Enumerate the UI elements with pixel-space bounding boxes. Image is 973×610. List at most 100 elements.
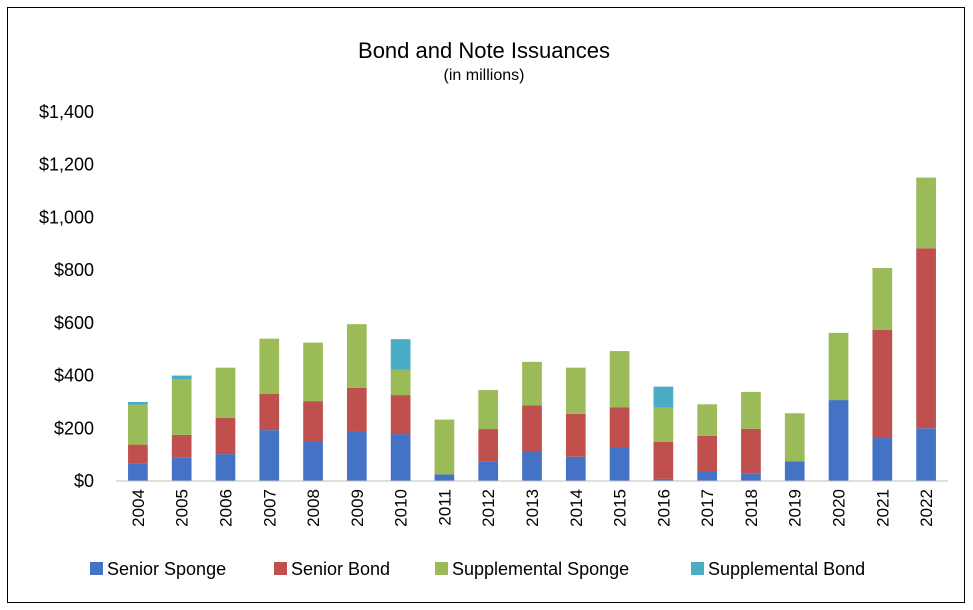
legend-label: Supplemental Bond — [708, 559, 865, 579]
x-axis: 2004 2005 2006 2007 2008 2009 2010 2011 2012 2013… — [129, 489, 936, 527]
bar-segment — [434, 419, 455, 475]
bar-segment — [741, 473, 761, 481]
bar-segment — [565, 456, 586, 481]
bar-segment — [828, 332, 849, 401]
bar-segment — [478, 429, 499, 462]
bar-segment — [215, 454, 236, 481]
bar-segment — [697, 470, 718, 481]
x-tick-label: 2021 — [873, 489, 892, 527]
x-tick-label: 2013 — [523, 489, 542, 527]
bar-segment — [390, 339, 411, 370]
bar-segment — [128, 463, 148, 481]
bar-segment — [741, 391, 761, 429]
bar-segment — [522, 405, 542, 452]
y-tick-label: $600 — [54, 313, 94, 333]
bar-segment — [609, 447, 630, 481]
bar-segment — [609, 351, 630, 408]
bar-segment — [697, 404, 718, 436]
bar-segment — [916, 248, 936, 429]
bar-segment — [171, 457, 192, 481]
x-tick-label: 2019 — [786, 489, 805, 527]
bar-segment — [565, 367, 586, 414]
bar-segment — [609, 407, 630, 448]
bar-segment — [171, 375, 192, 379]
bar-segment — [128, 401, 148, 405]
y-tick-label: $200 — [54, 418, 94, 438]
bar-segment — [828, 400, 849, 481]
x-tick-label: 2010 — [392, 489, 411, 527]
bar-segment — [346, 431, 367, 481]
bar-segment — [346, 324, 367, 388]
bar-segment — [741, 428, 761, 474]
x-tick-label: 2012 — [479, 489, 498, 527]
bar-segment — [872, 268, 893, 330]
bar-segment — [653, 441, 674, 479]
legend-swatch — [90, 562, 103, 575]
y-tick-label: $1,000 — [39, 207, 94, 227]
y-tick-label: $800 — [54, 260, 94, 280]
x-tick-label: 2017 — [698, 489, 717, 527]
bar-segment — [653, 386, 674, 408]
bar-segment — [872, 438, 893, 481]
bar-segment — [259, 394, 280, 431]
legend-label: Senior Bond — [291, 559, 390, 579]
bar-segment — [259, 430, 280, 481]
x-tick-label: 2020 — [830, 489, 849, 527]
bar-segment — [128, 444, 148, 464]
x-tick-label: 2009 — [348, 489, 367, 527]
x-tick-label: 2015 — [611, 489, 630, 527]
bar-segment — [565, 413, 586, 457]
x-tick-label: 2016 — [654, 489, 673, 527]
bar-segment — [478, 390, 499, 430]
legend: Senior Sponge Senior Bond Supplemental Spo… — [90, 559, 865, 579]
bar-segment — [916, 177, 936, 249]
bar-segment — [215, 417, 236, 455]
bar-segment — [697, 435, 718, 471]
bar-segment — [390, 434, 411, 481]
x-tick-label: 2011 — [435, 489, 454, 526]
bar-segment — [784, 413, 805, 462]
bar-segment — [259, 338, 280, 395]
bar-segment — [390, 395, 411, 435]
x-tick-label: 2018 — [742, 489, 761, 527]
x-tick-label: 2007 — [260, 489, 279, 527]
x-tick-label: 2014 — [567, 489, 586, 527]
bar-segment — [215, 367, 236, 418]
bar-chart: Bond and Note Issuances (in millions) $0… — [39, 38, 948, 579]
bar-segment — [434, 474, 455, 481]
legend-label: Supplemental Sponge — [452, 559, 629, 579]
bar-segment — [303, 441, 323, 481]
legend-swatch — [435, 562, 448, 575]
legend-label: Senior Sponge — [107, 559, 226, 579]
bar-segment — [303, 401, 323, 442]
bar-segment — [784, 461, 805, 481]
x-tick-label: 2008 — [304, 489, 323, 527]
bar-segment — [171, 378, 192, 435]
y-tick-label: $1,200 — [39, 155, 94, 175]
chart-frame: Bond and Note Issuances (in millions) $0… — [7, 7, 965, 603]
bar-segment — [390, 369, 411, 396]
bars — [128, 177, 936, 481]
legend-swatch — [274, 562, 287, 575]
bar-segment — [872, 329, 893, 439]
bar-segment — [128, 404, 148, 445]
bar-segment — [653, 407, 674, 442]
y-tick-label: $0 — [74, 471, 94, 491]
x-tick-label: 2004 — [129, 489, 148, 527]
y-tick-label: $400 — [54, 366, 94, 386]
bar-segment — [303, 342, 323, 402]
bar-segment — [171, 434, 192, 458]
x-tick-label: 2022 — [917, 489, 936, 527]
chart-subtitle: (in millions) — [444, 67, 525, 84]
legend-swatch — [691, 562, 704, 575]
chart-title: Bond and Note Issuances — [358, 38, 610, 63]
bar-segment — [653, 478, 674, 481]
y-axis: $0 $200 $400 $600 $800 $1,000 $1,200 $1,400 — [39, 102, 94, 491]
bar-segment — [522, 361, 542, 406]
bar-segment — [346, 387, 367, 432]
bar-segment — [916, 428, 936, 481]
x-tick-label: 2005 — [173, 489, 192, 527]
bar-segment — [522, 451, 542, 481]
y-tick-label: $1,400 — [39, 102, 94, 122]
bar-segment — [478, 461, 499, 481]
